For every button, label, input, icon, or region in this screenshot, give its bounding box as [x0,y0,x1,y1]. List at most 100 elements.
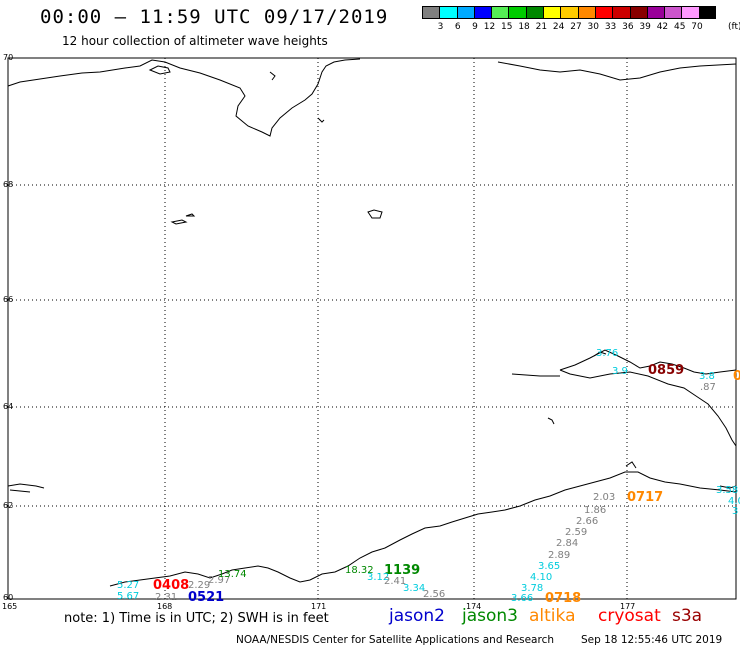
swh-value: 2.41 [384,576,406,587]
anadyr-south-coast [109,471,737,587]
swh-value: 2.66 [576,516,598,527]
scale-bin: 18 [508,6,530,32]
lon-label-165: 165 [2,602,17,611]
legend-s3a: s3a [672,606,703,626]
swh-value: 2.03 [593,492,615,503]
scale-label: 27 [570,22,582,32]
map-title: 00:00 — 11:59 UTC 09/17/2019 [40,6,389,28]
arctic-coast-west [7,58,361,137]
scale-label: 36 [622,22,634,32]
scale-label: 30 [587,22,599,32]
scale-bin: 21 [525,6,547,32]
lat-label-62: 62 [3,501,13,510]
map-note: note: 1) Time is in UTC; 2) SWH is in fe… [64,611,329,626]
scale-label: 21 [535,22,548,32]
swh-value: 4.0 [728,496,740,507]
scale-swatch [577,6,595,19]
swh-value: 2.84 [556,538,578,549]
credit-line: NOAA/NESDIS Center for Satellite Applica… [236,634,554,646]
scale-swatch [543,6,561,19]
scale-label: 15 [501,22,513,32]
scale-swatch [698,6,717,19]
scale-swatch [473,6,492,19]
scale-bin: 33 [594,6,616,32]
scale-bin: 27 [560,6,582,32]
scale-bin: 36 [612,6,634,32]
scale-label: 9 [472,22,478,32]
lon-label-177: 177 [620,602,635,611]
scale-swatch [664,6,682,19]
scale-swatch [612,6,630,19]
scale-label: 12 [483,22,496,32]
coast-fragment-2 [317,117,325,123]
scale-bin: 39 [629,6,651,32]
scale-bin: 3 [422,6,443,32]
alaska-fragment [7,483,45,489]
graticule [8,58,736,599]
arctic-coast-east [497,61,737,81]
scale-swatch [681,6,699,19]
lat-label-68: 68 [3,180,13,189]
scale-bin: 9 [456,6,478,32]
coast-fragment [269,71,276,81]
map-subtitle: 12 hour collection of altimeter wave hei… [62,34,328,48]
scale-bin: 42 [646,6,668,32]
coast-fragment-3 [547,417,555,425]
track-label: 0717 [627,490,663,505]
track-label: 0 [733,369,740,384]
scale-swatch [491,6,509,19]
chukotka-spit [511,373,560,377]
scale-swatch [525,6,544,19]
lagoon-outline [148,65,171,75]
swh-value: 18.32 [345,565,374,576]
island-herald [367,209,383,219]
generated-timestamp: Sep 18 12:55:46 UTC 2019 [581,634,723,646]
wave-height-color-scale: 3 6 9 12 15 18 21 24 27 30 33 36 39 42 45 70 [422,6,717,32]
lat-label-60: 60 [3,593,13,602]
swh-value: 2.56 [423,589,445,600]
scale-unit: (ft) [728,22,740,32]
scale-bin [698,6,717,19]
coast-fragment-4 [593,351,607,357]
scale-label: 39 [639,22,651,32]
swh-value: 5.67 [117,591,139,602]
track-label: 0718 [545,591,581,606]
swh-value: 3.65 [538,561,560,572]
swh-value: 3.9 [612,366,628,377]
scale-bin: 12 [473,6,495,32]
swh-value: 2.89 [548,550,570,561]
swh-value: 5.27 [117,580,139,591]
scale-bin: 24 [543,6,564,32]
scale-bin: 45 [664,6,685,32]
swh-value: 3.66 [511,593,533,604]
coast-fragment-5 [625,461,637,469]
scale-swatch [422,6,440,19]
chukotka-south-coast [559,369,737,447]
scale-label: 18 [518,22,530,32]
scale-bin: 30 [577,6,599,32]
coastlines [7,58,737,587]
scale-label: 33 [604,22,617,32]
lat-label-64: 64 [3,402,13,411]
swh-value: 3.12 [367,572,389,583]
scale-swatch [508,6,526,19]
island-small-2 [185,213,196,217]
swh-value: 3.8 [699,371,715,382]
scale-bin: 15 [491,6,512,32]
track-label: 0521 [188,590,224,605]
lon-label-171: 171 [311,602,326,611]
legend-jason3: jason3 [462,606,518,626]
scale-swatch [594,6,613,19]
swh-value: 2.29 [188,580,210,591]
swh-value: .87 [700,382,716,393]
map-frame [7,57,737,600]
swh-value: 4.10 [530,572,552,583]
legend-cryosat: cryosat [598,606,661,626]
swh-value: 2.97 [208,575,230,586]
scale-label: 42 [656,22,669,32]
scale-swatch [456,6,474,19]
swh-value: 3.58 [716,485,738,496]
scale-swatch [560,6,578,19]
swh-value: 3.78 [521,583,543,594]
